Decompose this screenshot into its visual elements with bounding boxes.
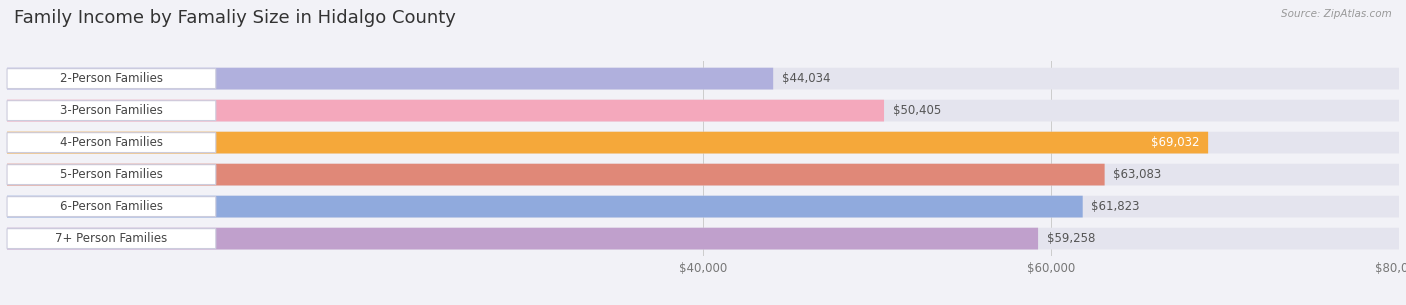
Text: $63,083: $63,083 [1114, 168, 1161, 181]
FancyBboxPatch shape [7, 228, 1399, 249]
FancyBboxPatch shape [7, 101, 215, 120]
FancyBboxPatch shape [7, 132, 1208, 153]
FancyBboxPatch shape [7, 228, 1038, 249]
FancyBboxPatch shape [7, 132, 1399, 153]
Text: $69,032: $69,032 [1152, 136, 1199, 149]
Text: Family Income by Famaliy Size in Hidalgo County: Family Income by Famaliy Size in Hidalgo… [14, 9, 456, 27]
Text: $61,823: $61,823 [1091, 200, 1140, 213]
Text: Source: ZipAtlas.com: Source: ZipAtlas.com [1281, 9, 1392, 19]
Text: 6-Person Families: 6-Person Families [60, 200, 163, 213]
Text: 5-Person Families: 5-Person Families [60, 168, 163, 181]
Text: $50,405: $50,405 [893, 104, 941, 117]
FancyBboxPatch shape [7, 100, 1399, 121]
FancyBboxPatch shape [7, 197, 215, 217]
Text: 7+ Person Families: 7+ Person Families [55, 232, 167, 245]
FancyBboxPatch shape [7, 196, 1083, 217]
Text: $59,258: $59,258 [1047, 232, 1095, 245]
FancyBboxPatch shape [7, 133, 215, 152]
FancyBboxPatch shape [7, 196, 1399, 217]
FancyBboxPatch shape [7, 68, 1399, 89]
FancyBboxPatch shape [7, 164, 1399, 185]
Text: 4-Person Families: 4-Person Families [60, 136, 163, 149]
Text: 3-Person Families: 3-Person Families [60, 104, 163, 117]
FancyBboxPatch shape [7, 165, 215, 185]
FancyBboxPatch shape [7, 69, 215, 88]
Text: $44,034: $44,034 [782, 72, 831, 85]
FancyBboxPatch shape [7, 229, 215, 249]
FancyBboxPatch shape [7, 100, 884, 121]
Text: 2-Person Families: 2-Person Families [60, 72, 163, 85]
FancyBboxPatch shape [7, 164, 1105, 185]
FancyBboxPatch shape [7, 68, 773, 89]
